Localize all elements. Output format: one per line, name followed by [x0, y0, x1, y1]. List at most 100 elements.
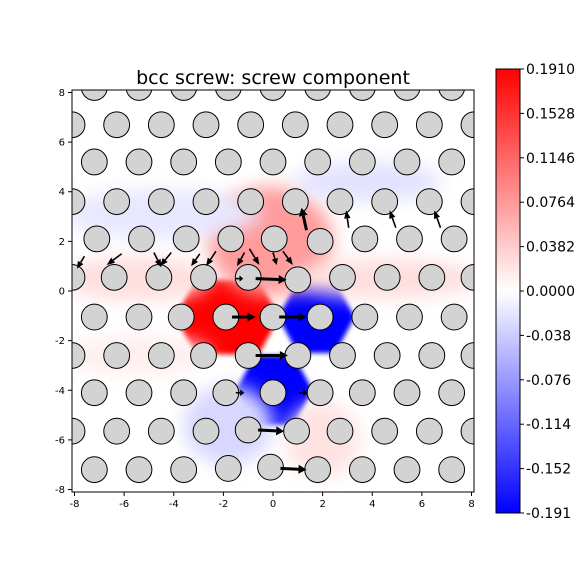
atom-35: [371, 188, 399, 216]
atom-42: [260, 225, 288, 253]
chart-title: bcc screw: screw component: [136, 67, 410, 89]
displacement-arrow-7: [248, 248, 260, 265]
atom-46: [440, 225, 468, 253]
atom-39: [128, 225, 155, 253]
x-tick-label: 4: [369, 499, 375, 510]
atom-50: [190, 263, 217, 291]
atom-89: [234, 416, 262, 444]
displacement-arrow-2: [153, 252, 162, 268]
atom-33: [281, 188, 309, 216]
atom-25: [348, 148, 376, 176]
atom-41: [217, 225, 245, 253]
displacement-arrow-15: [255, 275, 287, 285]
atom-16: [371, 111, 399, 139]
atom-80: [259, 379, 287, 407]
atom-81: [306, 379, 334, 407]
y-tick-label: 2: [59, 237, 65, 248]
atom-102: [393, 456, 421, 484]
atom-2: [170, 90, 197, 101]
y-tick-label: 0: [59, 287, 65, 298]
atom-53: [329, 263, 356, 291]
displacement-arrow-8: [271, 252, 278, 265]
atom-34: [326, 188, 354, 216]
atom-76: [80, 379, 108, 407]
displacement-arrow-0: [76, 255, 86, 269]
atom-84: [438, 379, 466, 407]
atom-57: [80, 303, 108, 331]
atom-103: [438, 456, 466, 484]
atom-52: [284, 266, 312, 294]
atom-100: [304, 456, 332, 484]
atom-82: [348, 379, 376, 407]
colorbar-tick-label: 0.0382: [526, 240, 575, 256]
atom-92: [371, 417, 399, 445]
atom-29: [103, 188, 131, 216]
atom-20: [125, 148, 153, 176]
x-tick-label: 0: [270, 499, 276, 510]
atom-86: [103, 417, 131, 445]
displacement-arrow-22: [280, 464, 307, 474]
atom-95: [80, 456, 108, 484]
atom-3: [215, 90, 242, 101]
colorbar-tick-label: 0.1910: [526, 62, 575, 78]
atom-72: [329, 342, 356, 369]
colorbar-tick-label: 0.0000: [526, 284, 575, 300]
atom-27: [438, 148, 466, 176]
y-tick-label: -8: [55, 485, 65, 496]
displacement-arrow-3: [160, 252, 172, 267]
colorbar-tick-label: -0.191: [526, 506, 571, 522]
atom-91: [326, 417, 354, 445]
atom-78: [170, 379, 198, 407]
displacement-arrow-17: [279, 312, 307, 322]
atom-40: [172, 225, 200, 253]
displacement-arrow-19: [235, 389, 245, 396]
displacement-arrow-9: [282, 250, 293, 265]
atom-4: [259, 90, 287, 101]
displacement-arrow-21: [258, 426, 285, 436]
atom-59: [167, 303, 195, 331]
atom-55: [418, 263, 446, 291]
field-region-8: [183, 385, 273, 465]
atom-31: [192, 188, 220, 216]
x-axis: -8 -6 -4 -2 0 2 4 6 8: [69, 492, 475, 510]
y-axis: -8 -6 -4 -2 0 2 4 6 8: [55, 88, 72, 496]
atom-0: [81, 90, 108, 101]
atom-63: [351, 303, 379, 331]
atom-49: [145, 263, 173, 291]
atom-14: [281, 111, 309, 139]
atom-90: [283, 417, 310, 445]
atom-73: [373, 342, 401, 369]
atom-44: [351, 225, 379, 253]
displacement-arrow-20: [299, 389, 308, 396]
displacement-arrow-10: [298, 207, 308, 231]
atom-99: [257, 453, 284, 481]
atom-58: [125, 303, 153, 331]
atom-98: [214, 455, 242, 482]
atom-19: [80, 148, 108, 176]
atom-74: [418, 342, 446, 369]
atom-11: [147, 111, 175, 139]
colorbar-tick-label: -0.152: [526, 462, 571, 478]
atom-67: [103, 342, 131, 369]
atom-48: [100, 263, 128, 291]
displacement-arrow-13: [433, 210, 442, 228]
atom-12: [192, 111, 220, 139]
x-tick-label: -2: [218, 499, 228, 510]
field-region-10: [72, 335, 211, 376]
atom-10: [103, 111, 131, 139]
atom-43: [306, 227, 334, 255]
arrows-layer: [76, 207, 442, 474]
y-tick-label: -2: [55, 336, 65, 347]
y-tick-label: -4: [55, 386, 65, 397]
atom-15: [326, 111, 354, 139]
atom-93: [415, 417, 443, 445]
atom-65: [440, 303, 468, 331]
displacement-arrow-6: [237, 252, 246, 267]
atom-54: [373, 263, 401, 291]
displacement-arrow-4: [191, 253, 201, 267]
atom-23: [259, 148, 287, 176]
atom-8: [438, 90, 465, 101]
x-tick-label: -6: [119, 499, 129, 510]
atom-69: [190, 342, 217, 369]
x-tick-label: -4: [169, 499, 179, 510]
